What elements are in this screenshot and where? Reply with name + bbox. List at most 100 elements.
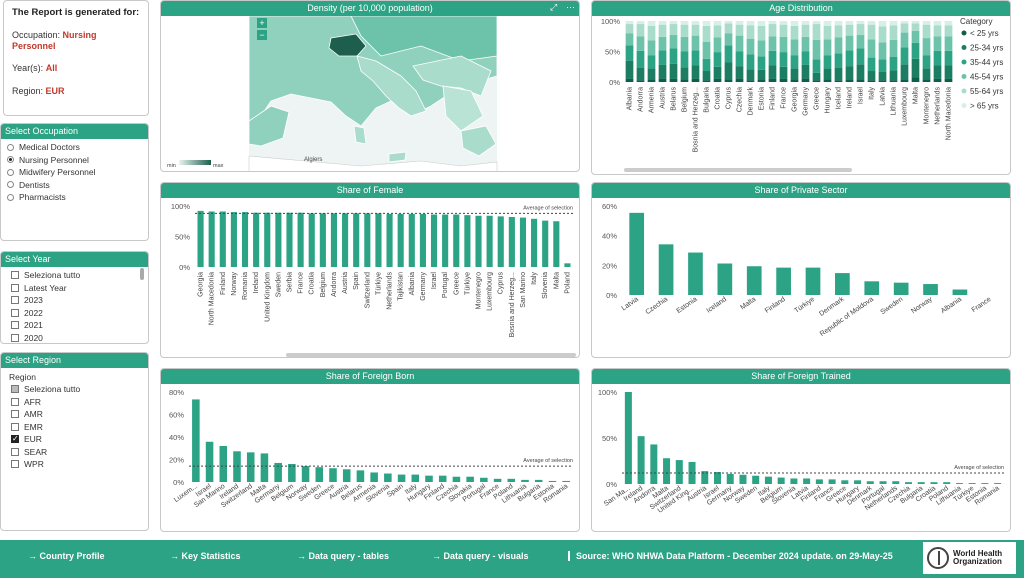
bar[interactable] xyxy=(805,267,821,295)
bar[interactable] xyxy=(701,471,709,484)
region-option[interactable]: AMR xyxy=(5,408,148,421)
stacked-bar-segment[interactable] xyxy=(922,38,931,56)
stacked-bar-segment[interactable] xyxy=(845,66,854,80)
stacked-bar-segment[interactable] xyxy=(702,80,711,82)
stacked-bar-segment[interactable] xyxy=(812,80,821,82)
bar[interactable] xyxy=(330,213,338,267)
stacked-bar-segment[interactable] xyxy=(647,68,656,80)
bar[interactable] xyxy=(297,212,304,267)
stacked-bar-segment[interactable] xyxy=(768,65,777,79)
bar[interactable] xyxy=(726,473,734,484)
stacked-bar-segment[interactable] xyxy=(933,78,942,82)
stacked-bar-segment[interactable] xyxy=(944,36,953,51)
bar[interactable] xyxy=(356,470,365,482)
region-option[interactable]: EMR xyxy=(5,421,148,434)
stacked-bar-segment[interactable] xyxy=(779,21,788,25)
radio-icon[interactable] xyxy=(7,193,14,201)
stacked-bar-segment[interactable] xyxy=(757,25,766,41)
bar[interactable] xyxy=(663,458,671,484)
stacked-bar-segment[interactable] xyxy=(669,35,678,49)
legend-entry[interactable]: > 65 yrs xyxy=(970,102,999,111)
stacked-bar-segment[interactable] xyxy=(735,35,744,52)
region-option[interactable]: AFR xyxy=(5,396,148,409)
stacked-bar-segment[interactable] xyxy=(757,21,766,26)
stacked-bar-segment[interactable] xyxy=(647,40,656,56)
stacked-bar-segment[interactable] xyxy=(911,30,920,43)
stacked-bar-segment[interactable] xyxy=(911,42,920,59)
bar[interactable] xyxy=(864,281,880,295)
stacked-bar-segment[interactable] xyxy=(878,71,887,81)
bar[interactable] xyxy=(408,213,415,267)
stacked-bar-segment[interactable] xyxy=(647,55,656,69)
bar[interactable] xyxy=(275,212,282,267)
stacked-bar-segment[interactable] xyxy=(735,21,744,25)
bar[interactable] xyxy=(480,477,488,482)
stacked-bar-segment[interactable] xyxy=(911,21,920,24)
bar[interactable] xyxy=(713,472,722,484)
bar[interactable] xyxy=(384,473,392,482)
stacked-bar-segment[interactable] xyxy=(801,24,810,37)
stacked-bar-segment[interactable] xyxy=(944,21,953,26)
bar[interactable] xyxy=(466,476,474,482)
stacked-bar-segment[interactable] xyxy=(790,39,799,56)
stacked-bar-segment[interactable] xyxy=(944,78,953,82)
stacked-bar-segment[interactable] xyxy=(713,37,722,53)
stacked-bar-segment[interactable] xyxy=(834,25,843,38)
bar[interactable] xyxy=(286,212,293,267)
stacked-bar-segment[interactable] xyxy=(867,57,876,72)
stacked-bar-segment[interactable] xyxy=(768,36,777,51)
occupation-option[interactable]: Midwifery Personnel xyxy=(1,166,148,179)
stacked-bar-segment[interactable] xyxy=(790,21,799,26)
zoom-in-button[interactable] xyxy=(257,18,267,28)
bar[interactable] xyxy=(486,215,493,267)
bar[interactable] xyxy=(553,221,560,267)
bar[interactable] xyxy=(208,211,215,267)
checkbox-icon[interactable] xyxy=(11,308,19,317)
radio-icon[interactable] xyxy=(7,181,14,189)
bar[interactable] xyxy=(542,220,549,267)
bar[interactable] xyxy=(241,212,249,267)
country-profile-link[interactable]: → Country Profile xyxy=(28,551,105,561)
bar[interactable] xyxy=(930,482,938,484)
bar[interactable] xyxy=(497,216,504,267)
checkbox-icon[interactable] xyxy=(11,460,19,469)
bar[interactable] xyxy=(803,478,811,484)
radio-icon[interactable] xyxy=(7,168,14,176)
checkbox-icon[interactable] xyxy=(11,283,19,292)
stacked-bar-segment[interactable] xyxy=(779,36,788,53)
stacked-bar-segment[interactable] xyxy=(702,25,711,42)
stacked-bar-segment[interactable] xyxy=(944,65,953,79)
stacked-bar-segment[interactable] xyxy=(669,63,678,79)
stacked-bar-segment[interactable] xyxy=(900,21,909,24)
bar[interactable] xyxy=(370,472,378,482)
stacked-bar-segment[interactable] xyxy=(801,78,810,82)
bar[interactable] xyxy=(205,441,214,482)
bar[interactable] xyxy=(508,216,515,267)
stacked-bar-segment[interactable] xyxy=(713,25,722,38)
bar[interactable] xyxy=(790,478,798,484)
stacked-bar-segment[interactable] xyxy=(889,70,898,81)
stacked-bar-segment[interactable] xyxy=(878,80,887,82)
stacked-bar-segment[interactable] xyxy=(834,67,843,81)
stacked-bar-segment[interactable] xyxy=(691,21,700,25)
year-option[interactable]: Latest Year xyxy=(5,282,148,295)
stacked-bar-segment[interactable] xyxy=(768,24,777,37)
region-option[interactable]: SEAR xyxy=(5,446,148,459)
bar[interactable] xyxy=(637,436,645,484)
legend-entry[interactable]: 55-64 yrs xyxy=(970,87,1003,96)
year-option[interactable]: 2021 xyxy=(5,319,148,332)
stacked-bar-segment[interactable] xyxy=(790,79,799,82)
region-option[interactable]: EUR xyxy=(5,433,148,446)
stacked-bar-segment[interactable] xyxy=(867,71,876,81)
bar[interactable] xyxy=(752,475,760,484)
stacked-bar-segment[interactable] xyxy=(933,65,942,79)
occupation-option[interactable]: Nursing Personnel xyxy=(1,154,148,167)
checkbox-icon[interactable] xyxy=(11,296,19,305)
stacked-bar-segment[interactable] xyxy=(702,21,711,26)
stacked-bar-segment[interactable] xyxy=(636,24,645,37)
stacked-bar-segment[interactable] xyxy=(812,21,821,25)
stacked-bar-segment[interactable] xyxy=(658,24,667,37)
stacked-bar-segment[interactable] xyxy=(933,21,942,26)
stacked-bar-segment[interactable] xyxy=(691,24,700,36)
stacked-bar-segment[interactable] xyxy=(746,80,755,82)
